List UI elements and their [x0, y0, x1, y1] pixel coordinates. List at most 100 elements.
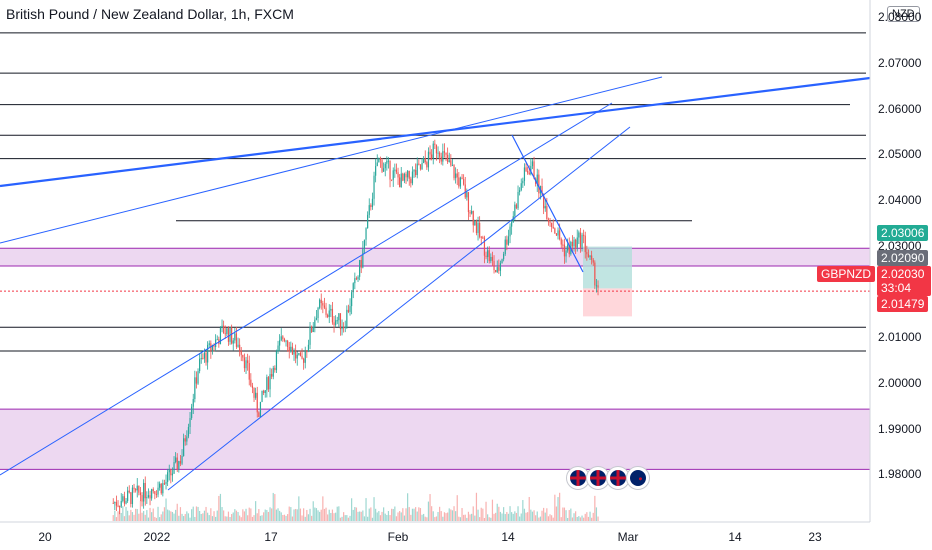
gb-flag-icon[interactable]	[566, 466, 590, 490]
volume-bar	[143, 510, 145, 521]
candle-body	[541, 186, 543, 195]
candle-body	[549, 221, 551, 223]
volume-bar	[362, 510, 364, 521]
volume-bar	[184, 514, 186, 521]
candle-body	[170, 469, 172, 476]
candle-body	[416, 163, 418, 176]
economic-events[interactable]	[566, 466, 650, 490]
candle-body	[560, 239, 562, 245]
candle-body	[435, 144, 438, 154]
volume-bar	[471, 513, 473, 521]
candle-body	[459, 177, 462, 187]
candle-body	[191, 406, 193, 419]
volume-bar	[218, 495, 220, 521]
volume-bar	[443, 512, 446, 521]
price-tick-label: 2.08000	[878, 10, 922, 25]
candle-body	[120, 500, 122, 507]
volume-bar	[352, 509, 354, 521]
candle-body	[312, 326, 314, 333]
candle-body	[173, 462, 175, 474]
candle-body	[224, 333, 226, 335]
candle-body	[514, 204, 516, 217]
volume-bar	[576, 517, 578, 521]
volume-bar	[319, 511, 321, 521]
volume-bar	[192, 506, 194, 521]
candle-body	[360, 259, 362, 268]
volume-bar	[453, 506, 455, 521]
candle-body	[519, 190, 521, 192]
candle-body	[255, 392, 257, 398]
candle-body	[119, 505, 121, 507]
volume-bar	[221, 507, 223, 521]
candle-body	[287, 340, 289, 347]
candle-body	[330, 308, 332, 311]
volume-bar	[176, 503, 178, 521]
volume-bar	[461, 508, 463, 521]
candle-body	[394, 169, 396, 171]
volume-bar	[487, 514, 489, 521]
volume-bar	[307, 514, 310, 521]
volume-bar	[351, 498, 353, 521]
volume-bar	[482, 508, 484, 521]
candle-body	[352, 283, 354, 293]
gb-flag-icon[interactable]	[586, 466, 610, 490]
candle-body	[267, 377, 270, 390]
candle-body	[471, 211, 473, 214]
candle-body	[341, 327, 343, 330]
candle-body	[381, 159, 383, 172]
volume-bar	[194, 516, 196, 521]
price-tick-label: 2.06000	[878, 101, 922, 116]
volume-bar	[563, 507, 566, 521]
volume-bar	[533, 510, 535, 521]
volume-bar	[256, 513, 258, 521]
candle-body	[495, 270, 497, 273]
time-tick-label: 2022	[143, 530, 171, 544]
volume-bar	[328, 509, 330, 521]
volume-bar	[339, 517, 342, 521]
candle-body	[195, 377, 198, 384]
candle-body	[261, 390, 263, 402]
candle-body	[296, 354, 298, 359]
volume-bar	[264, 509, 266, 521]
volume-bar	[555, 506, 558, 521]
trend-line	[0, 102, 613, 476]
candle-body	[522, 180, 524, 184]
volume-bar	[571, 517, 574, 521]
volume-bar	[125, 506, 127, 521]
candle-body	[403, 173, 406, 181]
candle-body	[154, 491, 156, 495]
volume-bar	[299, 508, 302, 521]
candle-body	[472, 211, 474, 226]
volume-bar	[466, 517, 468, 521]
candle-body	[525, 167, 527, 172]
volume-bar	[411, 508, 414, 521]
candle-body	[200, 357, 202, 359]
candle-body	[303, 358, 305, 363]
candle-body	[538, 174, 540, 194]
candle-body	[355, 278, 358, 280]
trend-line	[0, 76, 871, 188]
time-tick-label: 14	[501, 530, 515, 544]
candle-body	[467, 192, 470, 212]
candle-body	[315, 318, 318, 320]
volume-bar	[541, 510, 543, 521]
volume-bar	[165, 498, 167, 521]
volume-bar	[427, 501, 430, 521]
supply-demand-zone	[0, 409, 870, 470]
candle-body	[351, 292, 353, 307]
candle-body	[400, 173, 402, 188]
volume-bar	[595, 507, 598, 521]
volume-bar	[559, 492, 561, 521]
price-tick-label: 2.03000	[878, 238, 922, 253]
volume-bar	[474, 515, 476, 521]
volume-bar	[117, 511, 119, 521]
volume-bar	[578, 516, 580, 521]
nz-flag-icon[interactable]	[626, 466, 650, 490]
volume-bar	[306, 509, 308, 521]
volume-bar	[379, 515, 382, 521]
volume-bar	[511, 512, 513, 521]
candle-body	[434, 143, 436, 145]
currency-badge[interactable]: NZD	[887, 6, 920, 22]
